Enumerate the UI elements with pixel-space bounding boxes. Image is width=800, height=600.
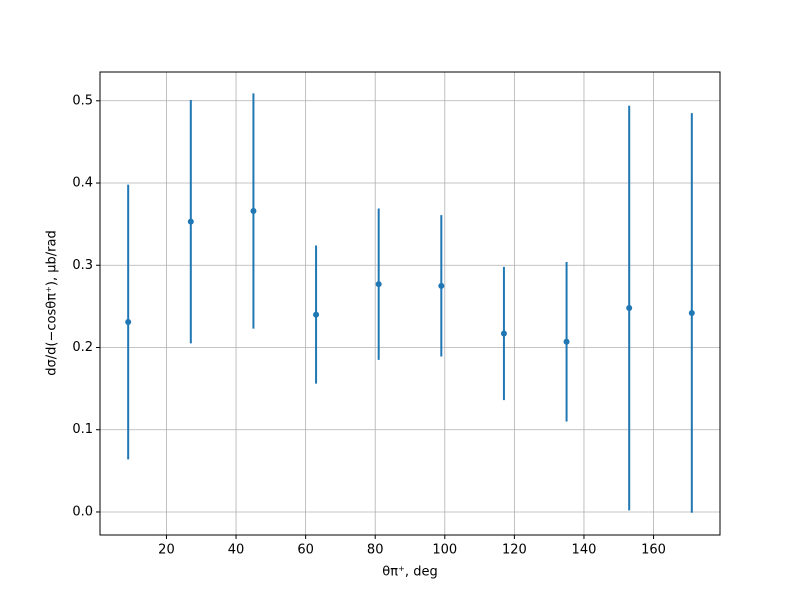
data-point xyxy=(563,338,570,345)
x-tick-label: 20 xyxy=(158,543,175,558)
x-tick-label: 40 xyxy=(228,543,245,558)
x-axis-label: θπ⁺, deg xyxy=(382,565,437,580)
x-tick-label: 160 xyxy=(641,543,666,558)
data-point xyxy=(438,282,445,289)
y-tick-label: 0.4 xyxy=(72,176,93,191)
y-axis-label: dσ/d(−cosθπ⁺), μb/rad xyxy=(45,230,60,375)
x-tick-label: 120 xyxy=(502,543,527,558)
data-point xyxy=(626,305,633,312)
y-tick-label: 0.3 xyxy=(72,258,93,273)
data-point xyxy=(125,319,132,326)
y-tick-label: 0.5 xyxy=(72,93,93,108)
x-tick-label: 100 xyxy=(432,543,457,558)
y-tick-label: 0.0 xyxy=(72,504,93,519)
x-tick-label: 80 xyxy=(367,543,384,558)
data-point xyxy=(500,330,507,337)
data-point xyxy=(688,309,695,316)
data-point xyxy=(250,207,257,214)
x-tick-label: 140 xyxy=(572,543,597,558)
plot-frame xyxy=(99,71,721,536)
y-tick-label: 0.2 xyxy=(72,340,93,355)
x-tick-label: 60 xyxy=(297,543,314,558)
data-point xyxy=(375,281,382,288)
data-point xyxy=(313,311,320,318)
data-point xyxy=(187,218,194,225)
y-tick-label: 0.1 xyxy=(72,422,93,437)
